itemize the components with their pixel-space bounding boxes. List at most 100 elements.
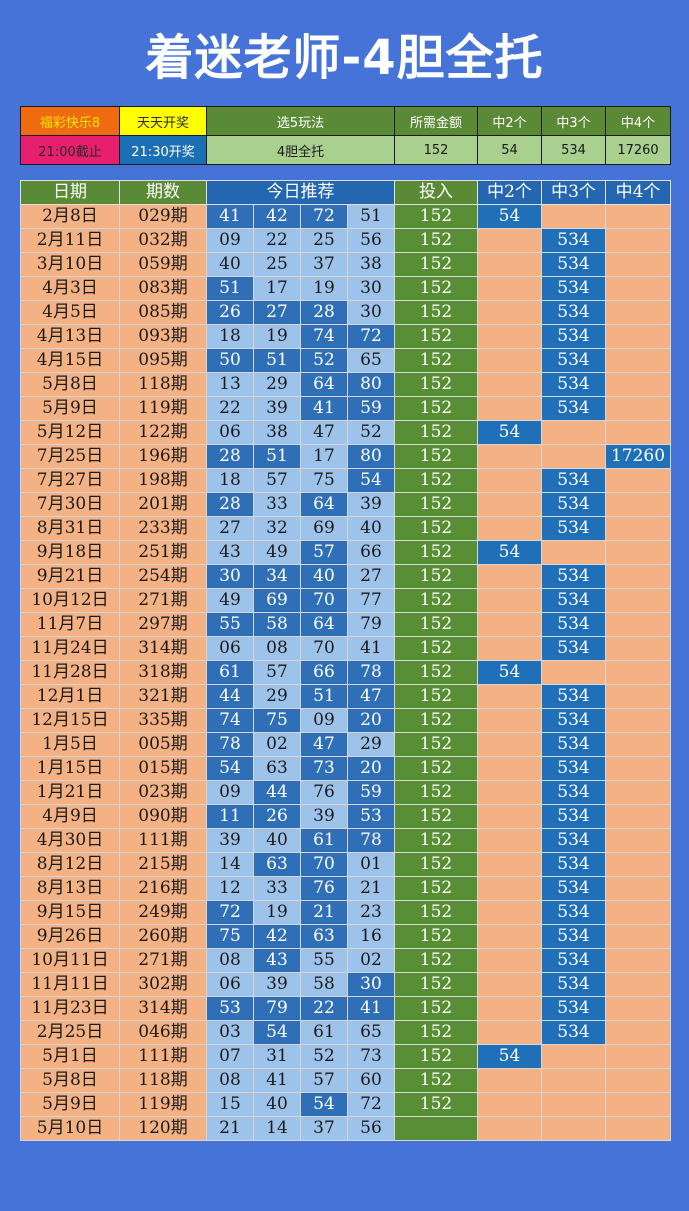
- pick-number-cell: 40: [300, 564, 348, 589]
- pick-number-cell: 06: [206, 636, 254, 661]
- pick-number-cell: 51: [206, 276, 254, 301]
- pick-number-cell: 33: [253, 876, 301, 901]
- pick-number-cell: 64: [300, 492, 348, 517]
- pick-number-cell: 18: [206, 468, 254, 493]
- date-cell: 7月30日: [20, 492, 120, 517]
- investment-cell: 152: [394, 564, 478, 589]
- pick-number-cell: 60: [347, 1068, 395, 1093]
- pick-number-cell: 52: [347, 420, 395, 445]
- hit2-cell: [477, 444, 542, 469]
- hit2-cell: [477, 732, 542, 757]
- issue-cell: 118期: [119, 1068, 207, 1093]
- date-cell: 12月15日: [20, 708, 120, 733]
- investment-cell: 152: [394, 516, 478, 541]
- hit3-cell: 534: [541, 492, 606, 517]
- table-row: 4月15日 095期 50 51 52 65 152 534: [20, 348, 671, 373]
- pick-number-cell: 78: [347, 660, 395, 685]
- hit3-cell: 534: [541, 300, 606, 325]
- hit3-cell: 534: [541, 636, 606, 661]
- pick-number-cell: 58: [253, 612, 301, 637]
- pick-number-cell: 40: [206, 252, 254, 277]
- investment-cell: 152: [394, 324, 478, 349]
- hit4-cell: [605, 492, 671, 517]
- info-row-2: 21:00截止 21:30开奖 4胆全托 152 54 534 17260: [20, 135, 671, 165]
- issue-cell: 196期: [119, 444, 207, 469]
- hit2-cell: [477, 396, 542, 421]
- hit4-cell: [605, 996, 671, 1021]
- pick-number-cell: 08: [206, 948, 254, 973]
- hit2-cell: [477, 804, 542, 829]
- hit2-cell: [477, 852, 542, 877]
- hit2-cell: [477, 684, 542, 709]
- hit2-cell: [477, 972, 542, 997]
- pick-number-cell: 80: [347, 444, 395, 469]
- table-row: 5月8日 118期 08 41 57 60 152: [20, 1068, 671, 1093]
- pick-number-cell: 17: [253, 276, 301, 301]
- hit4-cell: [605, 708, 671, 733]
- hit3-cell: 534: [541, 564, 606, 589]
- pick-number-cell: 52: [300, 348, 348, 373]
- hit3-cell: 534: [541, 876, 606, 901]
- investment-cell: 152: [394, 372, 478, 397]
- investment-cell: 152: [394, 804, 478, 829]
- issue-cell: 297期: [119, 612, 207, 637]
- header-row: 日期 期数 今日推荐 投入 中2个 中3个 中4个: [20, 180, 671, 205]
- hit4-cell: [605, 1020, 671, 1045]
- table-row: 4月3日 083期 51 17 19 30 152 534: [20, 276, 671, 301]
- pick-number-cell: 47: [300, 420, 348, 445]
- hit4-cell: [605, 516, 671, 541]
- table-row: 3月10日 059期 40 25 37 38 152 534: [20, 252, 671, 277]
- date-cell: 11月23日: [20, 996, 120, 1021]
- investment-cell: 152: [394, 348, 478, 373]
- pick-number-cell: 72: [300, 204, 348, 229]
- hit4-cell: [605, 684, 671, 709]
- pick-number-cell: 63: [253, 852, 301, 877]
- date-cell: 4月13日: [20, 324, 120, 349]
- hit4-cell: [605, 924, 671, 949]
- hit2-cell: [477, 228, 542, 253]
- hit2-cell: [477, 828, 542, 853]
- investment-cell: 152: [394, 588, 478, 613]
- pick-number-cell: 41: [253, 1068, 301, 1093]
- pick-number-cell: 09: [300, 708, 348, 733]
- hit3-cell: 534: [541, 972, 606, 997]
- info-row-1: 福彩快乐8 天天开奖 选5玩法 所需金额 中2个 中3个 中4个: [20, 106, 671, 136]
- table-row: 2月8日 029期 41 42 72 51 152 54: [20, 204, 671, 229]
- hit2-cell: [477, 588, 542, 613]
- date-cell: 1月15日: [20, 756, 120, 781]
- investment-cell: 152: [394, 492, 478, 517]
- hit3-cell: 534: [541, 516, 606, 541]
- issue-cell: 271期: [119, 588, 207, 613]
- hit3-cell: 534: [541, 852, 606, 877]
- pick-number-cell: 31: [253, 1044, 301, 1069]
- investment-cell: 152: [394, 732, 478, 757]
- investment-cell: 152: [394, 1020, 478, 1045]
- pick-number-cell: 22: [300, 996, 348, 1021]
- hit2-cell: [477, 612, 542, 637]
- issue-cell: 119期: [119, 1092, 207, 1117]
- hit4-cell: [605, 468, 671, 493]
- pick-number-cell: 72: [206, 900, 254, 925]
- hit3-cell: 534: [541, 780, 606, 805]
- pick-number-cell: 40: [253, 828, 301, 853]
- hit4-cell: [605, 372, 671, 397]
- hit2-cell: [477, 516, 542, 541]
- hit4-cell: [605, 852, 671, 877]
- table-row: 11月23日 314期 53 79 22 41 152 534: [20, 996, 671, 1021]
- hit4-cell: [605, 1092, 671, 1117]
- date-cell: 5月8日: [20, 372, 120, 397]
- hit2-cell: [477, 348, 542, 373]
- hit3-cell: [541, 660, 606, 685]
- investment-cell: 152: [394, 420, 478, 445]
- issue-cell: 216期: [119, 876, 207, 901]
- hit2-cell: [477, 468, 542, 493]
- date-cell: 11月11日: [20, 972, 120, 997]
- table-row: 11月24日 314期 06 08 70 41 152 534: [20, 636, 671, 661]
- date-cell: 2月8日: [20, 204, 120, 229]
- pick-number-cell: 26: [253, 804, 301, 829]
- hit2-cell: [477, 252, 542, 277]
- table-row: 4月30日 111期 39 40 61 78 152 534: [20, 828, 671, 853]
- pick-number-cell: 09: [206, 228, 254, 253]
- hit3-cell: [541, 540, 606, 565]
- hit3-cell: 534: [541, 732, 606, 757]
